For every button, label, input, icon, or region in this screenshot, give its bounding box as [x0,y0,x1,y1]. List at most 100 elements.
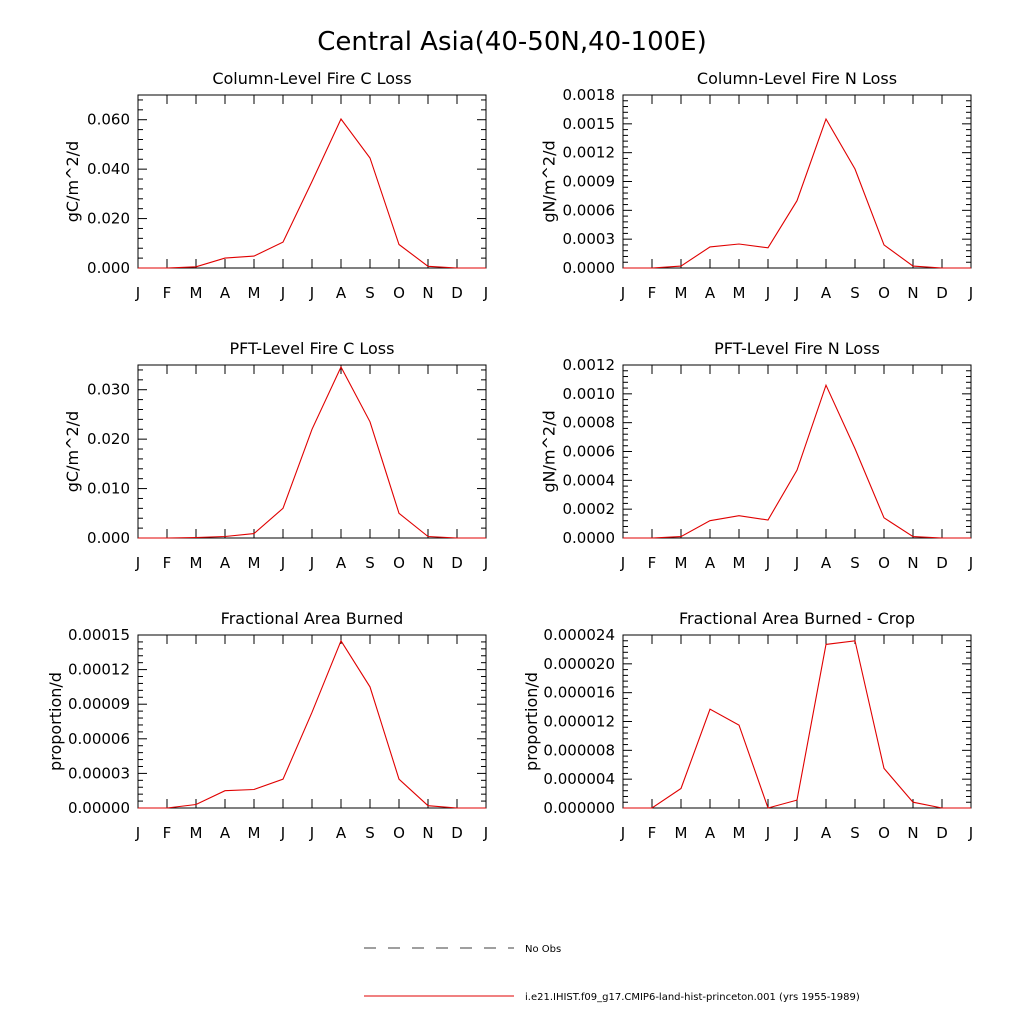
x-tick-label: J [135,284,140,302]
x-tick-label: D [451,554,463,572]
x-tick-label: F [648,824,657,842]
x-tick-label: M [675,554,688,572]
x-tick-label: J [483,824,488,842]
x-tick-label: O [393,284,405,302]
y-tick-label: 0.060 [87,111,130,129]
chart-title: PFT-Level Fire C Loss [230,339,395,358]
x-tick-label: A [821,824,832,842]
x-tick-label: F [648,554,657,572]
y-tick-label: 0.0015 [563,115,616,133]
x-tick-label: O [393,824,405,842]
x-tick-label: O [393,554,405,572]
x-tick-label: A [220,554,231,572]
y-axis-label: gC/m^2/d [63,411,82,492]
x-tick-label: O [878,284,890,302]
x-tick-label: S [850,554,860,572]
x-tick-label: J [135,554,140,572]
x-tick-label: J [309,554,314,572]
x-tick-label: N [422,824,433,842]
x-tick-label: F [163,554,172,572]
y-tick-label: 0.000 [87,259,130,277]
plot-frame [137,634,487,809]
x-tick-label: F [648,284,657,302]
y-tick-label: 0.00012 [68,661,130,679]
y-tick-label: 0.00003 [68,764,130,782]
y-axis-label: proportion/d [46,672,65,771]
y-tick-label: 0.000 [87,529,130,547]
x-tick-label: J [968,554,973,572]
y-tick-label: 0.0004 [563,471,616,489]
x-tick-label: O [878,554,890,572]
chart-title: PFT-Level Fire N Loss [714,339,880,358]
x-tick-label: S [850,284,860,302]
x-tick-label: J [620,824,625,842]
y-tick-label: 0.0012 [563,144,616,162]
x-tick-label: N [422,284,433,302]
x-tick-label: J [794,824,799,842]
x-tick-label: M [675,284,688,302]
series-line [623,640,971,809]
y-tick-label: 0.000024 [543,626,615,644]
y-tick-label: 0.0000 [563,529,616,547]
series-line [138,117,486,269]
series-line [623,117,971,269]
x-tick-label: J [280,284,285,302]
x-tick-label: J [765,554,770,572]
y-tick-label: 0.0012 [563,356,616,374]
y-tick-label: 0.0008 [563,414,616,432]
plot-frame [137,364,487,539]
y-tick-label: 0.00006 [68,730,130,748]
y-tick-label: 0.0000 [563,259,616,277]
x-tick-label: D [451,824,463,842]
x-tick-label: A [821,284,832,302]
x-tick-label: A [821,554,832,572]
x-tick-label: N [907,824,918,842]
x-tick-label: A [705,284,716,302]
chart-title: Fractional Area Burned - Crop [679,609,915,628]
x-tick-label: A [336,284,347,302]
y-axis-label: gN/m^2/d [539,140,558,222]
plot-frame [622,634,972,809]
x-tick-label: J [794,554,799,572]
y-tick-label: 0.020 [87,210,130,228]
x-tick-label: S [365,554,375,572]
x-tick-label: M [190,554,203,572]
x-tick-label: F [163,284,172,302]
y-axis-label: gC/m^2/d [63,141,82,222]
x-tick-label: J [135,824,140,842]
series-line [138,365,486,539]
x-tick-label: A [336,824,347,842]
chart-title: Column-Level Fire C Loss [212,69,411,88]
x-tick-label: O [878,824,890,842]
y-tick-label: 0.0002 [563,500,616,518]
x-tick-label: N [907,554,918,572]
y-axis-label: proportion/d [522,672,541,771]
x-tick-label: M [248,554,261,572]
x-tick-label: J [280,824,285,842]
x-tick-label: M [675,824,688,842]
plot-frame [622,94,972,269]
x-tick-label: J [309,284,314,302]
y-tick-label: 0.000000 [543,799,615,817]
x-tick-label: D [936,284,948,302]
x-tick-label: D [936,554,948,572]
y-tick-label: 0.00000 [68,799,130,817]
x-tick-label: D [936,824,948,842]
x-tick-label: M [733,554,746,572]
x-tick-label: M [248,824,261,842]
x-tick-label: S [850,824,860,842]
y-tick-label: 0.030 [87,381,130,399]
y-tick-label: 0.00015 [68,626,130,644]
x-tick-label: J [968,284,973,302]
x-tick-label: N [907,284,918,302]
x-tick-label: N [422,554,433,572]
legend: No Obs i.e21.IHIST.f09_g17.CMIP6-land-hi… [364,944,860,1003]
x-tick-label: J [280,554,285,572]
x-tick-label: A [705,554,716,572]
